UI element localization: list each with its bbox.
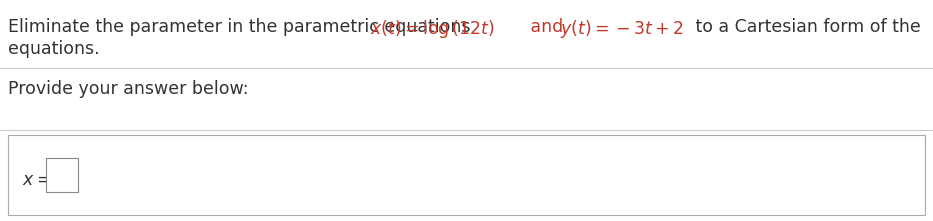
Text: $x =$: $x =$ (22, 171, 51, 189)
Text: equations.: equations. (8, 40, 100, 58)
Text: $y(t) = -3t + 2$: $y(t) = -3t + 2$ (560, 18, 684, 40)
Text: to a Cartesian form of the: to a Cartesian form of the (690, 18, 921, 36)
Bar (46, 158, 78, 192)
Text: and: and (525, 18, 569, 36)
Text: Provide your answer below:: Provide your answer below: (8, 80, 248, 98)
Text: Eliminate the parameter in the parametric equations: Eliminate the parameter in the parametri… (8, 18, 476, 36)
Bar (8, 135, 925, 215)
Text: $x(t) = \log{(12t)}$: $x(t) = \log{(12t)}$ (370, 18, 494, 40)
